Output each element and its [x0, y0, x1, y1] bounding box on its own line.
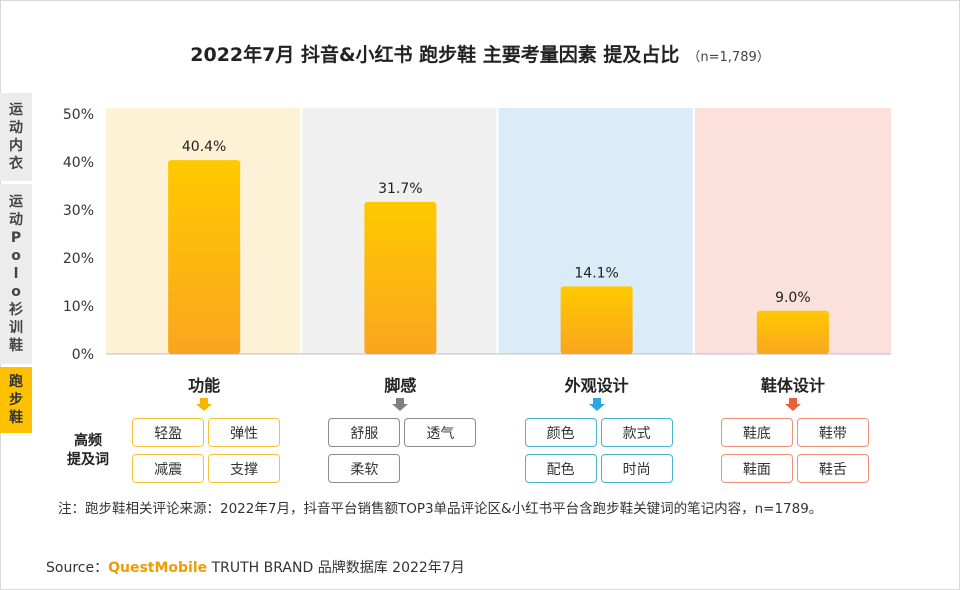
bar — [364, 201, 437, 354]
keyword-tag: 支撑 — [208, 454, 281, 483]
chart-title-text: 2022年7月 抖音&小红书 跑步鞋 主要考量因素 提及占比 — [190, 44, 680, 66]
side-tab-char: 鞋 — [9, 338, 23, 354]
keyword-tag: 鞋面 — [720, 454, 793, 483]
category-label: 鞋体设计 — [760, 376, 825, 395]
source-prefix: Source： — [46, 560, 109, 576]
category-label: 脚感 — [384, 376, 417, 395]
keyword-tag: 柔软 — [328, 454, 401, 483]
keyword-tag: 减震 — [132, 454, 205, 483]
chart-subtitle: （n=1,789） — [687, 50, 770, 65]
side-tab-char: 运 — [9, 102, 23, 118]
y-tick-label: 0% — [72, 347, 94, 363]
source-rest: TRUTH BRAND 品牌数据库 2022年7月 — [207, 560, 465, 576]
keyword-tag: 配色 — [524, 454, 597, 483]
arrow-head — [784, 404, 801, 411]
side-tab-char: 步 — [9, 392, 23, 408]
keyword-tag: 鞋舌 — [796, 454, 869, 483]
bar-value-label: 40.4% — [182, 139, 226, 155]
keywords-label-line: 提及词 — [67, 452, 109, 468]
side-tab-char: 衣 — [9, 156, 23, 172]
arrow-stem — [200, 398, 209, 404]
keyword-tag: 时尚 — [600, 454, 673, 483]
arrow-stem — [788, 398, 797, 404]
keyword-tag: 鞋底 — [720, 418, 793, 447]
y-tick-label: 40% — [63, 155, 94, 171]
y-tick-label: 10% — [63, 299, 94, 315]
y-tick-label: 30% — [63, 203, 94, 219]
keywords-label-line: 高频 — [74, 433, 102, 449]
side-tab-char: 跑 — [9, 374, 23, 390]
arrow-stem — [396, 398, 405, 404]
arrow-stem — [592, 398, 601, 404]
keyword-tag: 透气 — [404, 418, 477, 447]
side-tab-char: 鞋 — [9, 410, 23, 426]
bar-value-label: 14.1% — [574, 265, 618, 281]
side-tab-char: o — [11, 284, 21, 300]
side-tab-char: 动 — [9, 120, 23, 136]
side-tab-char: 训 — [9, 320, 23, 336]
side-tab-running-shoes[interactable]: 跑步鞋 — [0, 367, 32, 433]
bar — [560, 286, 633, 354]
side-tab-char: 动 — [9, 212, 23, 228]
side-tab-char: 衫 — [9, 302, 23, 318]
keyword-tag: 轻盈 — [132, 418, 205, 447]
category-label: 外观设计 — [564, 376, 629, 395]
bar — [168, 160, 241, 354]
bar — [756, 310, 829, 354]
bar-value-label: 31.7% — [378, 181, 422, 197]
arrow-head — [392, 404, 409, 411]
arrow-head — [196, 404, 213, 411]
y-tick-label: 20% — [63, 251, 94, 267]
keyword-tag: 弹性 — [208, 418, 281, 447]
keywords-label: 高频 提及词 — [58, 432, 118, 470]
side-tab-char: 内 — [9, 138, 23, 154]
side-tab-char: o — [11, 248, 21, 264]
category-label: 功能 — [188, 376, 221, 395]
side-tab-char: l — [13, 266, 19, 282]
keyword-tag: 颜色 — [524, 418, 597, 447]
arrow-head — [588, 404, 605, 411]
footnote: 注：跑步鞋相关评论来源：2022年7月，抖音平台销售额TOP3单品评论区&小红书… — [58, 501, 823, 517]
side-tab-sports-bra[interactable]: 运动内衣 — [0, 93, 32, 181]
keyword-tag: 鞋带 — [796, 418, 869, 447]
y-tick-label: 50% — [63, 107, 94, 123]
source-brand: QuestMobile — [108, 560, 208, 576]
bar-value-label: 9.0% — [775, 290, 811, 306]
keyword-tag: 舒服 — [328, 418, 401, 447]
chart-title: 2022年7月 抖音&小红书 跑步鞋 主要考量因素 提及占比 （n=1,789） — [0, 40, 960, 67]
bar-chart: 0% 10% 20% 30% 40% 50% 40.4% 31.7% 14.1% 9.0% — [63, 107, 891, 363]
keyword-tag: 款式 — [600, 418, 673, 447]
side-tab-char: P — [10, 230, 22, 246]
side-tab-char: 运 — [9, 194, 23, 210]
source-line: Source：QuestMobile TRUTH BRAND 品牌数据库 202… — [46, 557, 465, 577]
